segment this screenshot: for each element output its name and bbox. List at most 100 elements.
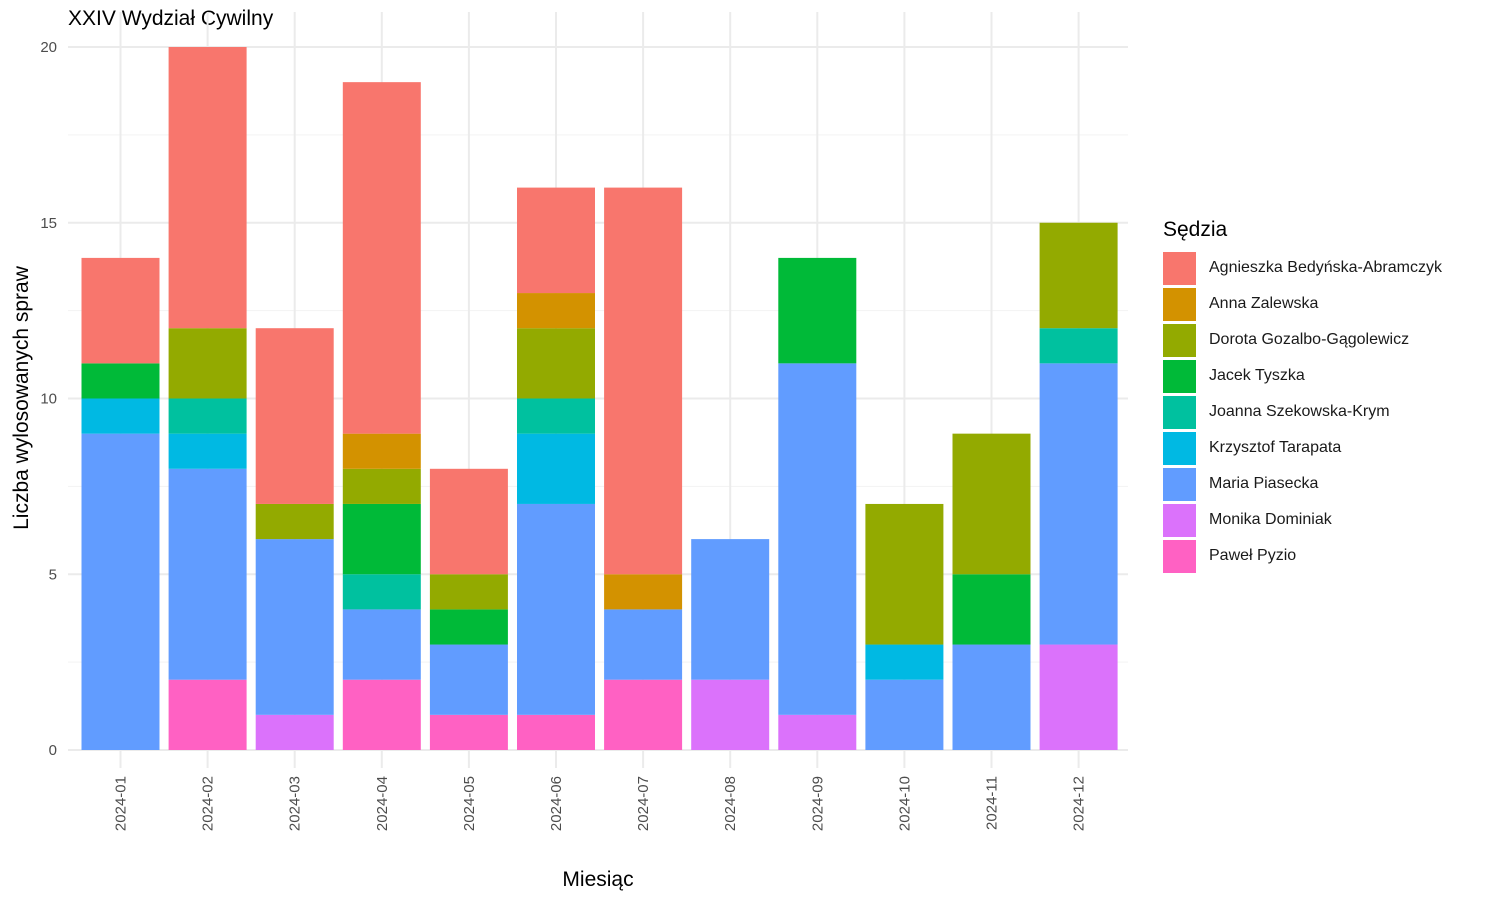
legend-label: Krzysztof Tarapata: [1209, 439, 1342, 456]
legend-label: Monika Dominiak: [1209, 511, 1332, 528]
legend-label: Agnieszka Bedyńska-Abramczyk: [1209, 259, 1442, 276]
bar-segment: [517, 433, 595, 504]
y-tick-label: 20: [40, 39, 57, 56]
bar-segment: [952, 644, 1031, 750]
bar-segment: [342, 82, 421, 434]
bar-segment: [517, 398, 595, 434]
bar-segment: [517, 293, 595, 329]
bar-segment: [168, 468, 247, 680]
bars-layer: [81, 47, 1118, 750]
bar-segment: [604, 679, 683, 750]
legend-item: Jacek Tyszka: [1163, 358, 1442, 394]
bar-segment: [81, 433, 160, 750]
bar-segment: [255, 714, 334, 750]
bar-segment: [952, 433, 1031, 575]
y-tick-label: 10: [40, 391, 57, 408]
legend-swatch: [1163, 323, 1196, 357]
bar-segment: [342, 574, 421, 610]
legend-label: Paweł Pyzio: [1209, 547, 1297, 564]
bar-segment: [429, 644, 508, 715]
x-tick-label: 2024-05: [461, 776, 478, 831]
legend-swatch: [1163, 503, 1196, 537]
legend-title: Sędzia: [1163, 218, 1228, 241]
legend-swatch: [1163, 287, 1196, 321]
legend-items: Agnieszka Bedyńska-Abramczyk Anna Zalewsk…: [1163, 250, 1442, 574]
bar-segment: [255, 503, 334, 540]
legend-swatch: [1163, 251, 1196, 285]
x-tick-label: 2024-07: [635, 776, 652, 831]
legend-item: Paweł Pyzio: [1163, 538, 1442, 574]
y-axis-ticks: 0 5 10 15 20: [40, 39, 57, 759]
legend-swatch: [1163, 395, 1196, 429]
y-tick-label: 5: [49, 566, 57, 583]
x-tick-label: 2024-12: [1071, 776, 1088, 831]
bar-segment: [517, 328, 595, 399]
legend-swatch: [1163, 467, 1196, 501]
bar-segment: [517, 187, 595, 294]
x-tick-label: 2024-06: [548, 776, 565, 831]
legend-item: Monika Dominiak: [1163, 502, 1442, 538]
bar-segment: [255, 539, 334, 715]
bar-segment: [778, 257, 857, 364]
bar-segment: [81, 257, 160, 364]
x-axis-ticks: 2024-01 2024-02 2024-03 2024-04 2024-05 2024-…: [113, 776, 1088, 831]
x-tick-label: 2024-03: [287, 776, 304, 831]
legend-label: Joanna Szekowska-Krym: [1209, 403, 1390, 420]
bar-segment: [1039, 328, 1118, 364]
bar-segment: [81, 363, 160, 399]
bar-segment: [429, 714, 508, 750]
bar-segment: [168, 328, 247, 399]
bar-segment: [865, 503, 944, 645]
bar-segment: [1039, 222, 1118, 329]
bar-segment: [604, 609, 683, 680]
bar-segment: [1039, 363, 1118, 645]
bar-segment: [691, 539, 770, 680]
bar-segment: [865, 679, 944, 750]
legend-label: Anna Zalewska: [1209, 295, 1319, 312]
y-tick-label: 0: [49, 742, 57, 759]
x-tick-label: 2024-09: [809, 776, 826, 831]
bar-segment: [778, 363, 857, 715]
x-tick-label: 2024-02: [200, 776, 217, 831]
bar-segment: [429, 468, 508, 575]
y-tick-label: 15: [40, 215, 57, 232]
bar-segment: [429, 609, 508, 645]
bar-segment: [604, 574, 683, 610]
bar-segment: [429, 574, 508, 610]
bar-segment: [865, 644, 944, 680]
x-tick-label: 2024-10: [896, 776, 913, 831]
chart-title: XXIV Wydział Cywilny: [68, 7, 274, 30]
bar-segment: [952, 574, 1031, 645]
x-axis-title: Miesiąc: [562, 868, 633, 891]
bar-segment: [517, 503, 595, 715]
bar-segment: [168, 679, 247, 750]
legend-label: Jacek Tyszka: [1209, 367, 1305, 384]
legend-swatch: [1163, 431, 1196, 465]
bar-segment: [778, 714, 857, 750]
bar-segment: [342, 433, 421, 469]
bar-segment: [517, 714, 595, 750]
bar-segment: [604, 187, 683, 575]
y-axis-title: Liczba wylosowanych spraw: [10, 265, 33, 530]
x-tick-label: 2024-04: [374, 776, 391, 831]
legend-item: Maria Piasecka: [1163, 466, 1442, 502]
bar-segment: [168, 398, 247, 434]
x-tick-label: 2024-08: [722, 776, 739, 831]
bar-segment: [342, 679, 421, 750]
legend-item: Dorota Gozalbo-Gągolewicz: [1163, 322, 1442, 358]
legend-item: Anna Zalewska: [1163, 286, 1442, 322]
bar-segment: [168, 47, 247, 329]
bar-segment: [342, 503, 421, 575]
bar-segment: [168, 433, 247, 469]
legend-swatch: [1163, 359, 1196, 393]
bar-segment: [1039, 644, 1118, 750]
legend-swatch: [1163, 539, 1196, 573]
bar-segment: [81, 398, 160, 434]
bar-segment: [342, 468, 421, 504]
legend-item: Joanna Szekowska-Krym: [1163, 394, 1442, 430]
bar-segment: [691, 679, 770, 750]
legend-label: Maria Piasecka: [1209, 475, 1319, 492]
legend-item: Agnieszka Bedyńska-Abramczyk: [1163, 250, 1442, 286]
legend-item: Krzysztof Tarapata: [1163, 430, 1442, 466]
